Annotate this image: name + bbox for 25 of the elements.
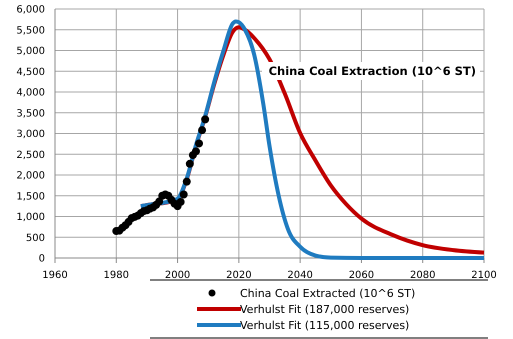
x-tick-label: 2040 bbox=[287, 270, 313, 281]
y-tick-label: 3,000 bbox=[16, 129, 45, 140]
y-tick-label: 2,000 bbox=[16, 170, 45, 182]
x-tick-label: 2020 bbox=[226, 270, 252, 281]
x-tick-label: 2080 bbox=[410, 270, 436, 281]
y-tick-label: 5,500 bbox=[16, 25, 45, 36]
legend-label: Verhulst Fit (187,000 reserves) bbox=[240, 302, 410, 316]
y-tick-label: 500 bbox=[26, 232, 45, 244]
x-tick-label: 1960 bbox=[42, 270, 68, 281]
y-tick-label: 1,000 bbox=[16, 212, 45, 223]
y-tick-label: 5,000 bbox=[16, 46, 45, 57]
x-tick-label: 2060 bbox=[348, 270, 374, 281]
legend-label: China Coal Extracted (10^6 ST) bbox=[240, 286, 416, 300]
text: China Coal Extraction (10^6 ST) bbox=[268, 64, 476, 78]
y-tick-label: 6,000 bbox=[16, 4, 45, 16]
y-tick-label: 2,500 bbox=[16, 150, 45, 161]
y-tick-label: 4,500 bbox=[16, 66, 45, 78]
legend-label: Verhulst Fit (115,000 reserves) bbox=[240, 318, 410, 332]
x-tick-label: 2000 bbox=[164, 270, 190, 281]
y-tick-label: 4,000 bbox=[16, 88, 45, 98]
x-tick-label: 2100 bbox=[471, 270, 497, 281]
x-tick-label: 1980 bbox=[104, 270, 130, 281]
y-tick-label: 1,500 bbox=[16, 191, 45, 202]
y-tick-label: 3,500 bbox=[16, 108, 45, 120]
y-tick-label: 0 bbox=[38, 254, 45, 264]
